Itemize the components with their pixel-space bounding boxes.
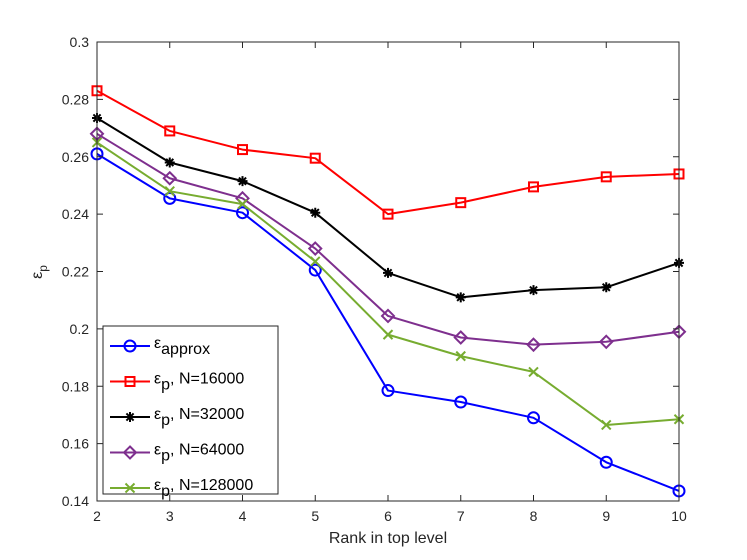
x-tick-label: 10: [671, 508, 687, 524]
data-point: [382, 329, 394, 340]
data-point: [528, 366, 539, 378]
legend-entry: εp, N=32000: [110, 406, 244, 429]
data-point: [310, 256, 321, 267]
legend-label: εp, N=32000: [154, 406, 244, 429]
data-point: [307, 241, 323, 256]
data-point: [454, 395, 468, 409]
data-point: [601, 419, 612, 431]
x-axis: 2 3 4 5 6 7 8 9 10: [93, 42, 687, 524]
legend-marker: [124, 482, 136, 494]
x-tick-label: 6: [384, 508, 392, 524]
x-axis-title: Rank in top level: [329, 530, 447, 547]
y-tick-label: 0.26: [62, 149, 89, 165]
y-tick-label: 0.14: [62, 493, 89, 509]
data-point: [162, 170, 178, 186]
data-point: [528, 181, 539, 193]
y-tick-label: 0.28: [62, 91, 89, 107]
legend: εapprox εp, N=16000 εp, N=32000 εp, N=64000…: [102, 325, 279, 500]
data-point: [453, 330, 469, 345]
x-tick-label: 2: [93, 508, 101, 524]
legend-box: [102, 325, 279, 495]
data-point: [236, 206, 249, 220]
data-point: [309, 152, 321, 164]
data-point: [381, 384, 395, 398]
data-point: [455, 292, 466, 303]
legend-marker: [124, 376, 136, 387]
y-tick-label: 0.16: [62, 436, 89, 452]
y-tick-label: 0.2: [70, 321, 90, 337]
series-1: [90, 147, 686, 498]
series-line: [96, 132, 680, 346]
y-axis-title: εp: [29, 265, 50, 279]
data-point: [308, 263, 322, 277]
data-point: [163, 191, 177, 205]
legend-entry: εp, N=16000: [110, 371, 244, 394]
legend-label: εp, N=64000: [154, 442, 244, 465]
data-point: [237, 144, 248, 156]
data-point: [164, 125, 176, 137]
series-layer: [89, 85, 687, 498]
data-point: [600, 171, 612, 183]
data-point: [380, 308, 396, 324]
y-tick-label: 0.24: [62, 206, 89, 222]
data-point: [598, 334, 614, 350]
legend-entry: εp, N=64000: [110, 442, 244, 465]
series-line: [96, 153, 680, 492]
series-4: [89, 126, 687, 353]
series-2: [91, 85, 685, 220]
legend-marker: [122, 445, 138, 460]
data-point: [310, 207, 321, 218]
x-tick-label: 8: [530, 508, 538, 524]
data-point: [237, 176, 248, 187]
svg-text:εp: εp: [29, 265, 50, 279]
y-axis-title-symbol: ε: [29, 272, 46, 279]
y-axis: 0.14 0.16 0.18 0.2 0.22 0.24 0.26 0.28 0.3: [62, 34, 679, 509]
x-tick-label: 9: [602, 508, 610, 524]
data-point: [455, 350, 466, 362]
data-point: [527, 411, 540, 425]
y-tick-label: 0.22: [62, 264, 89, 280]
legend-marker: [123, 339, 137, 353]
x-tick-label: 3: [166, 508, 174, 524]
data-point: [601, 282, 612, 293]
legend-label: εp, N=16000: [154, 371, 244, 394]
data-point: [455, 197, 467, 209]
y-axis-title-subscript: p: [36, 265, 50, 272]
data-point: [164, 157, 175, 168]
data-point: [382, 208, 394, 220]
data-point: [237, 198, 248, 210]
x-tick-label: 4: [239, 508, 247, 524]
series-line: [96, 89, 680, 216]
x-tick-label: 5: [311, 508, 319, 524]
legend-label: εapprox: [154, 335, 210, 358]
y-tick-label: 0.18: [62, 378, 89, 394]
data-point: [383, 267, 393, 278]
x-tick-label: 7: [457, 508, 465, 524]
data-point: [599, 455, 613, 469]
y-tick-label: 0.3: [70, 34, 90, 50]
legend-entry: εapprox: [110, 335, 210, 358]
data-point: [164, 185, 175, 197]
data-point: [526, 337, 541, 353]
legend-marker: [125, 412, 135, 422]
legend-entry: εp, N=128000: [110, 477, 253, 500]
legend-label: εp, N=128000: [154, 477, 253, 500]
data-point: [528, 285, 539, 296]
